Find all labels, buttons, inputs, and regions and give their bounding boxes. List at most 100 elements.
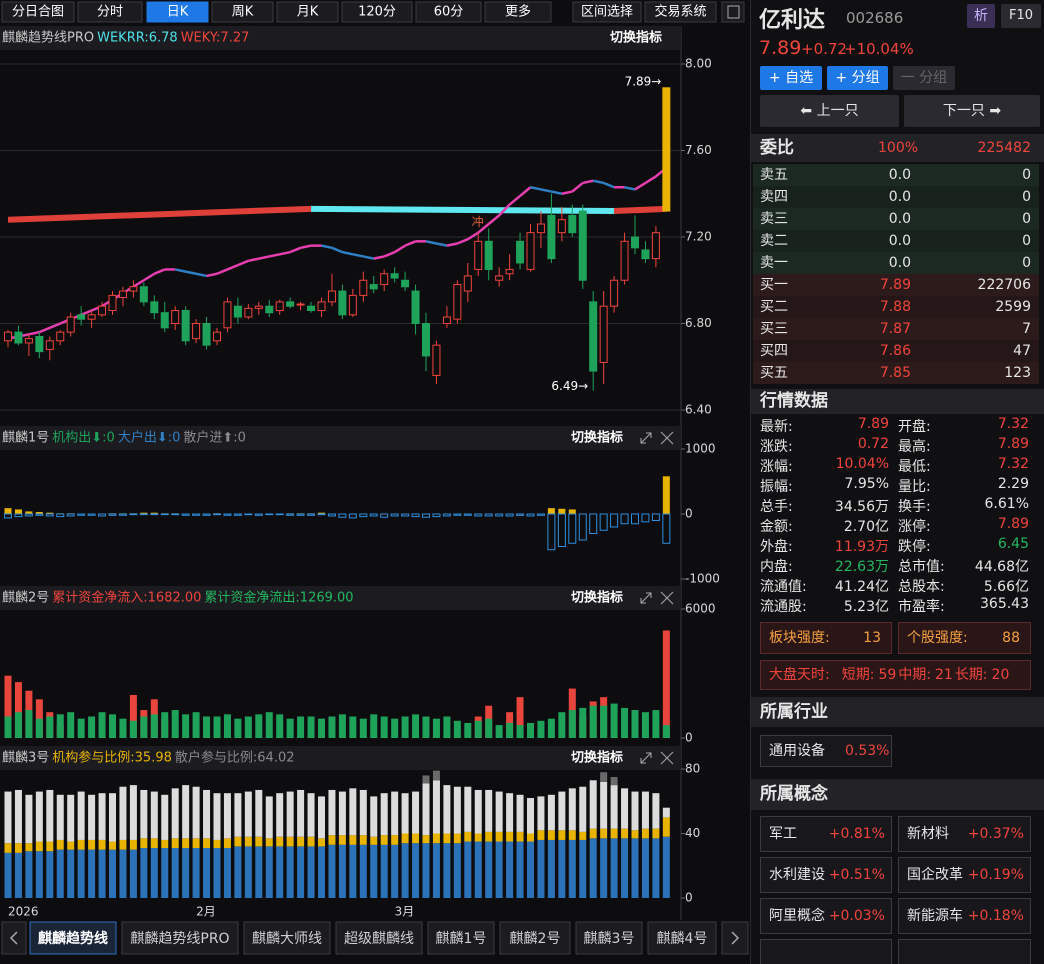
bar bbox=[412, 714, 420, 738]
concept-box[interactable]: 军工 +0.81% bbox=[760, 816, 892, 852]
ma-line-segment bbox=[425, 240, 437, 245]
close-icon[interactable] bbox=[660, 431, 674, 445]
toolbar-button[interactable] bbox=[276, 1, 339, 23]
quote-value: 365.43 bbox=[980, 596, 1029, 612]
stacked-bar-segment bbox=[474, 789, 482, 834]
toolbar-label: 区间选择 bbox=[581, 5, 633, 20]
toolbar-button[interactable] bbox=[341, 1, 413, 23]
candle-body bbox=[150, 301, 159, 314]
toolbar-button[interactable] bbox=[644, 1, 717, 23]
f10-button[interactable]: F10 bbox=[1001, 4, 1041, 28]
toolbar-button[interactable] bbox=[572, 1, 642, 23]
concept-box[interactable]: 国企改革 +0.19% bbox=[898, 857, 1031, 893]
strength-label: 板块强度: bbox=[769, 630, 830, 646]
stacked-bar-segment bbox=[349, 844, 357, 898]
bar bbox=[579, 707, 587, 738]
stacked-bar-segment bbox=[25, 794, 33, 844]
toolbar-button[interactable] bbox=[415, 1, 482, 23]
bar bbox=[98, 513, 107, 517]
next-stock[interactable]: 下一只 ➡ bbox=[904, 95, 1040, 127]
concept-box[interactable]: 水利建设 +0.51% bbox=[760, 857, 892, 893]
switch-indicator[interactable]: 切换指标 bbox=[571, 750, 623, 766]
bar bbox=[568, 513, 577, 544]
expand-icon[interactable] bbox=[640, 432, 652, 444]
stacked-bar-segment bbox=[380, 844, 388, 898]
bar bbox=[286, 718, 294, 738]
quote-value: 44.68亿 bbox=[974, 559, 1029, 575]
toolbar-button[interactable] bbox=[1, 1, 75, 23]
close-icon[interactable] bbox=[660, 591, 674, 605]
toolbar-button[interactable] bbox=[146, 1, 209, 23]
stacked-bar-segment bbox=[600, 838, 608, 898]
stacked-bar-segment bbox=[391, 844, 399, 898]
concept-change: +0.19% bbox=[967, 867, 1024, 883]
ma-line-segment bbox=[519, 186, 532, 197]
ma-line-segment bbox=[644, 175, 657, 184]
stacked-bar-segment bbox=[223, 848, 231, 898]
bar bbox=[620, 513, 629, 525]
indicator-tab[interactable] bbox=[335, 921, 423, 955]
stacked-bar-segment bbox=[422, 775, 430, 784]
indicator-tab[interactable] bbox=[647, 921, 717, 955]
x-date-label: 2026 bbox=[8, 905, 39, 919]
stacked-bar-segment bbox=[119, 849, 127, 898]
bar bbox=[662, 513, 671, 544]
strength-value: 13 bbox=[863, 630, 881, 646]
concept-box[interactable]: 新能源车 +0.18% bbox=[898, 898, 1031, 934]
candle-body bbox=[35, 335, 44, 353]
toolbar-button[interactable] bbox=[211, 1, 274, 23]
stacked-bar-segment bbox=[203, 838, 211, 849]
add-group[interactable]: + 分组 bbox=[827, 66, 888, 90]
indicator-tab[interactable] bbox=[499, 921, 571, 955]
stacked-bar-segment bbox=[600, 781, 608, 829]
industry-box[interactable]: 通用设备 0.53% bbox=[760, 735, 892, 767]
indicator-tab[interactable] bbox=[121, 921, 239, 955]
stacked-bar-segment bbox=[35, 851, 43, 898]
toolbar-button[interactable] bbox=[77, 1, 143, 23]
quote-value: 6.45 bbox=[997, 536, 1029, 552]
analysis-button[interactable]: 析 bbox=[967, 4, 995, 28]
quote-label: 开盘: bbox=[898, 419, 931, 435]
concept-change: +0.18% bbox=[967, 908, 1024, 924]
expand-icon[interactable] bbox=[640, 592, 652, 604]
indicator-tab[interactable] bbox=[243, 921, 331, 955]
stacked-bar-segment bbox=[265, 838, 273, 847]
bar bbox=[140, 716, 148, 738]
stacked-bar-segment bbox=[234, 793, 242, 837]
expand-icon[interactable] bbox=[640, 752, 652, 764]
tab-next[interactable] bbox=[721, 921, 749, 955]
concept-box-cut bbox=[760, 939, 892, 964]
prev-stock[interactable]: ⬅ 上一只 bbox=[760, 95, 899, 127]
candle-body bbox=[453, 284, 462, 320]
switch-indicator[interactable]: 切换指标 bbox=[571, 590, 623, 606]
bar bbox=[578, 513, 587, 541]
stacked-bar-segment bbox=[213, 839, 221, 849]
indicator-tab[interactable] bbox=[29, 921, 117, 955]
stacked-bar-segment bbox=[516, 841, 524, 898]
price-annotation: 7.89→ bbox=[625, 74, 662, 88]
candle-body bbox=[181, 310, 190, 342]
indicator-tab[interactable] bbox=[575, 921, 643, 955]
indicator-tab[interactable] bbox=[427, 921, 495, 955]
add-watchlist[interactable]: + 自选 bbox=[760, 66, 822, 90]
tab-prev[interactable] bbox=[1, 921, 27, 955]
bar bbox=[516, 513, 525, 516]
ma-line-segment bbox=[143, 272, 155, 282]
stacked-bar-segment bbox=[568, 830, 576, 840]
tab-prev-arrow bbox=[9, 931, 18, 945]
switch-indicator[interactable]: 切换指标 bbox=[571, 430, 623, 446]
bar bbox=[161, 712, 169, 738]
remove-group[interactable]: 一 分组 bbox=[893, 66, 955, 90]
concept-box[interactable]: 新材料 +0.37% bbox=[898, 816, 1031, 852]
toolbar-button[interactable] bbox=[484, 1, 552, 23]
concept-box[interactable]: 阿里概念 +0.03% bbox=[760, 898, 892, 934]
switch-indicator[interactable]: 切换指标 bbox=[610, 30, 662, 46]
panel-toggle-icon[interactable] bbox=[721, 1, 745, 23]
stacked-bar-segment bbox=[286, 846, 294, 898]
ma-line-segment bbox=[404, 240, 417, 247]
close-icon[interactable] bbox=[660, 751, 674, 765]
candle-body bbox=[265, 305, 274, 314]
candle-body bbox=[244, 307, 253, 318]
stacked-bar-segment bbox=[192, 838, 200, 849]
book-volume: 0 bbox=[1022, 211, 1031, 227]
